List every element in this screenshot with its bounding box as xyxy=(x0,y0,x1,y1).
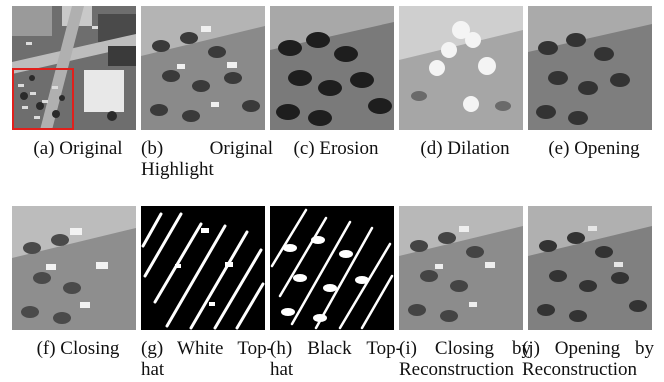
caption-black-top-hat: (h) Black Top-hat xyxy=(270,338,402,380)
closing-image xyxy=(12,206,136,330)
caption-opening-by-reconstruction: (j) Opening by Reconstruction xyxy=(522,338,654,380)
caption-closing-by-reconstruction: (i) Closing by Reconstruction xyxy=(399,338,531,380)
caption-erosion: (c) Erosion xyxy=(293,138,379,159)
caption-dilation: (d) Dilation xyxy=(420,138,510,159)
caption-original-highlight: (b) Original Highlight xyxy=(141,138,273,180)
opening-by-reconstruction-image xyxy=(528,206,652,330)
original-image xyxy=(12,6,136,130)
dilation-image xyxy=(399,6,523,130)
caption-closing: (f) Closing xyxy=(36,338,120,359)
white-top-hat-image xyxy=(141,206,265,330)
highlight-region xyxy=(12,68,74,130)
opening-image xyxy=(528,6,652,130)
caption-original: (a) Original xyxy=(33,138,123,159)
black-top-hat-image xyxy=(270,206,394,330)
original-highlight-image xyxy=(141,6,265,130)
erosion-image xyxy=(270,6,394,130)
caption-opening: (e) Opening xyxy=(548,138,640,159)
caption-white-top-hat: (g) White Top-hat xyxy=(141,338,273,380)
closing-by-reconstruction-image xyxy=(399,206,523,330)
